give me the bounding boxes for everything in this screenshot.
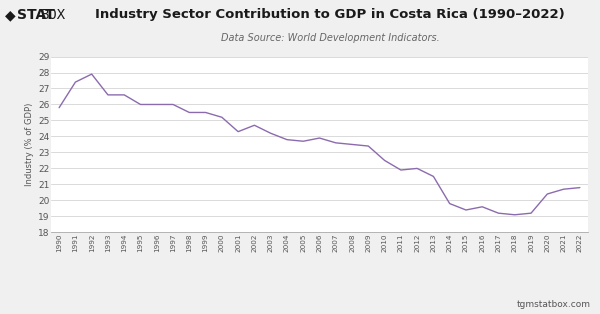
Text: tgmstatbox.com: tgmstatbox.com bbox=[517, 300, 591, 309]
Text: Industry Sector Contribution to GDP in Costa Rica (1990–2022): Industry Sector Contribution to GDP in C… bbox=[95, 8, 565, 21]
Text: BOX: BOX bbox=[41, 8, 66, 22]
Text: ◆: ◆ bbox=[5, 8, 16, 22]
Text: STAT: STAT bbox=[17, 8, 55, 22]
Y-axis label: Industry (% of GDP): Industry (% of GDP) bbox=[25, 103, 34, 186]
Text: Data Source: World Development Indicators.: Data Source: World Development Indicator… bbox=[221, 33, 439, 43]
